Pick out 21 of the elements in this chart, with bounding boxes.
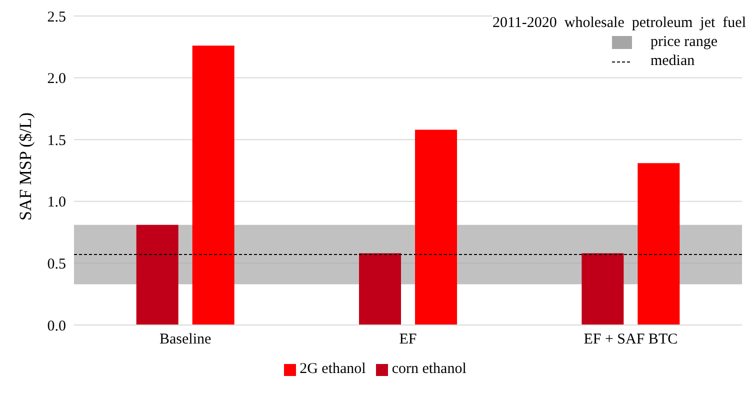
bar [359, 253, 402, 325]
legend-title: 2011-2020 wholesale petroleum jet fuel [492, 14, 746, 33]
legend-label: corn ethanol [392, 361, 466, 377]
x-tick-label: Baseline [160, 332, 212, 348]
y-tick-label: 0.0 [47, 318, 66, 334]
bar [638, 163, 680, 325]
x-tick-label: EF [399, 332, 417, 348]
bar [192, 46, 234, 325]
legend-label: median [649, 52, 696, 71]
bar [582, 253, 624, 325]
x-tick-label: EF + SAF BTC [584, 332, 678, 348]
bar [415, 130, 458, 325]
y-tick-label: 0.5 [47, 256, 66, 273]
y-tick-label: 1.0 [47, 194, 66, 211]
y-axis-title: SAF MSP ($/L) [16, 112, 36, 220]
bar [136, 224, 178, 325]
legend-label: price range [649, 33, 718, 52]
y-tick-label: 2.0 [47, 71, 66, 88]
legend-label: 2G ethanol [300, 361, 366, 377]
y-tick-label: 2.5 [47, 9, 66, 26]
y-tick-label: 1.5 [47, 132, 66, 149]
